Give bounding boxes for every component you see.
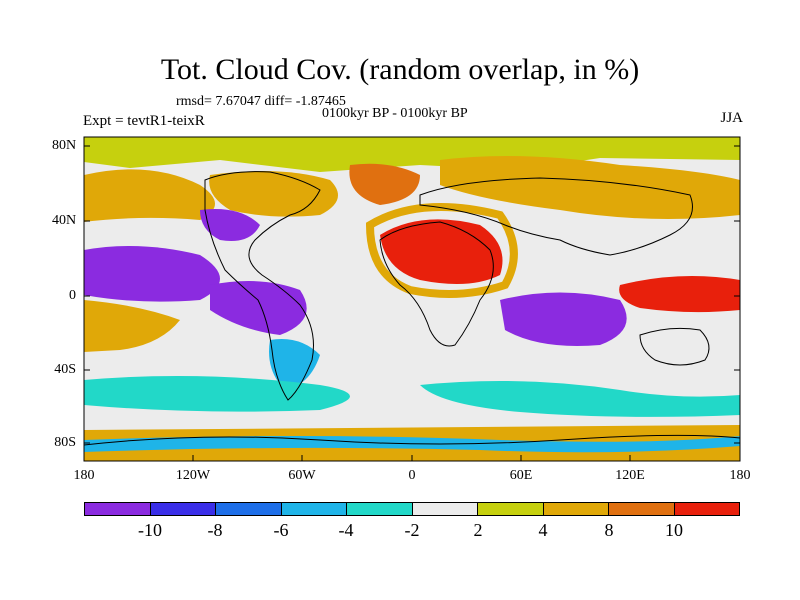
lat-label-80s: 80S xyxy=(54,435,76,450)
stats-line: rmsd= 7.67047 diff= -1.87465 xyxy=(176,94,346,109)
region-eurasia xyxy=(440,156,740,219)
lat-label-80n: 80N xyxy=(52,138,77,153)
colorbar-label-m8: -8 xyxy=(207,520,223,540)
colorbar-segment-0 xyxy=(85,503,151,515)
colorbar-label-m6: -6 xyxy=(273,520,289,540)
colorbar-segment-6 xyxy=(478,503,544,515)
region-south-america xyxy=(269,339,320,390)
region-central-america xyxy=(210,281,307,335)
region-arctic xyxy=(84,137,740,172)
colorbar-segment-8 xyxy=(609,503,675,515)
colorbar-label-8: 8 xyxy=(604,520,614,540)
lon-label-180e: 180 xyxy=(729,468,751,483)
region-indonesia xyxy=(619,276,740,313)
colorbar xyxy=(84,502,740,516)
lon-label-120w: 120W xyxy=(175,468,211,483)
region-sahara-halo xyxy=(365,203,518,298)
lat-label-40n: 40N xyxy=(52,213,77,228)
colorbar-label-m10: -10 xyxy=(138,520,162,540)
lon-label-60w: 60W xyxy=(288,468,316,483)
colorbar-segment-7 xyxy=(543,503,609,515)
colorbar-segment-3 xyxy=(281,503,347,515)
colorbar-segment-1 xyxy=(150,503,216,515)
region-caribbean xyxy=(200,209,260,241)
colorbar-label-2: 2 xyxy=(473,520,483,540)
region-north-pacific xyxy=(84,169,215,222)
region-southern-ocean-2 xyxy=(420,381,740,417)
colorbar-segment-2 xyxy=(216,503,282,515)
axis-ticks xyxy=(83,145,741,461)
lat-label-40s: 40S xyxy=(54,362,76,377)
region-west-pacific xyxy=(84,300,180,352)
region-south-indian xyxy=(500,292,627,346)
season-label: JJA xyxy=(720,110,743,126)
lat-label-equator: 0 xyxy=(69,288,76,303)
colorbar-segment-4 xyxy=(347,503,413,515)
lon-label-0: 0 xyxy=(408,468,416,483)
coastlines xyxy=(83,171,741,446)
colorbar-label-4: 4 xyxy=(538,520,548,540)
period-subtitle: 0100kyr BP - 0100kyr BP xyxy=(322,106,468,121)
experiment-label: Expt = tevtR1-teixR xyxy=(83,113,205,129)
colorbar-label-m4: -4 xyxy=(338,520,354,540)
colorbar-segment-9 xyxy=(674,503,739,515)
lon-label-120e: 120E xyxy=(615,468,645,483)
lon-label-180w: 180 xyxy=(73,468,95,483)
colorbar-segment-5 xyxy=(412,503,478,515)
colorbar-label-10: 10 xyxy=(665,520,683,540)
colorbar-label-m2: -2 xyxy=(404,520,420,540)
map-title: Tot. Cloud Cov. (random overlap, in %) xyxy=(160,53,640,86)
region-north-atlantic xyxy=(349,163,420,205)
lon-label-60e: 60E xyxy=(509,468,533,483)
region-southern-ocean-1 xyxy=(84,376,350,412)
region-east-pacific xyxy=(84,246,220,302)
